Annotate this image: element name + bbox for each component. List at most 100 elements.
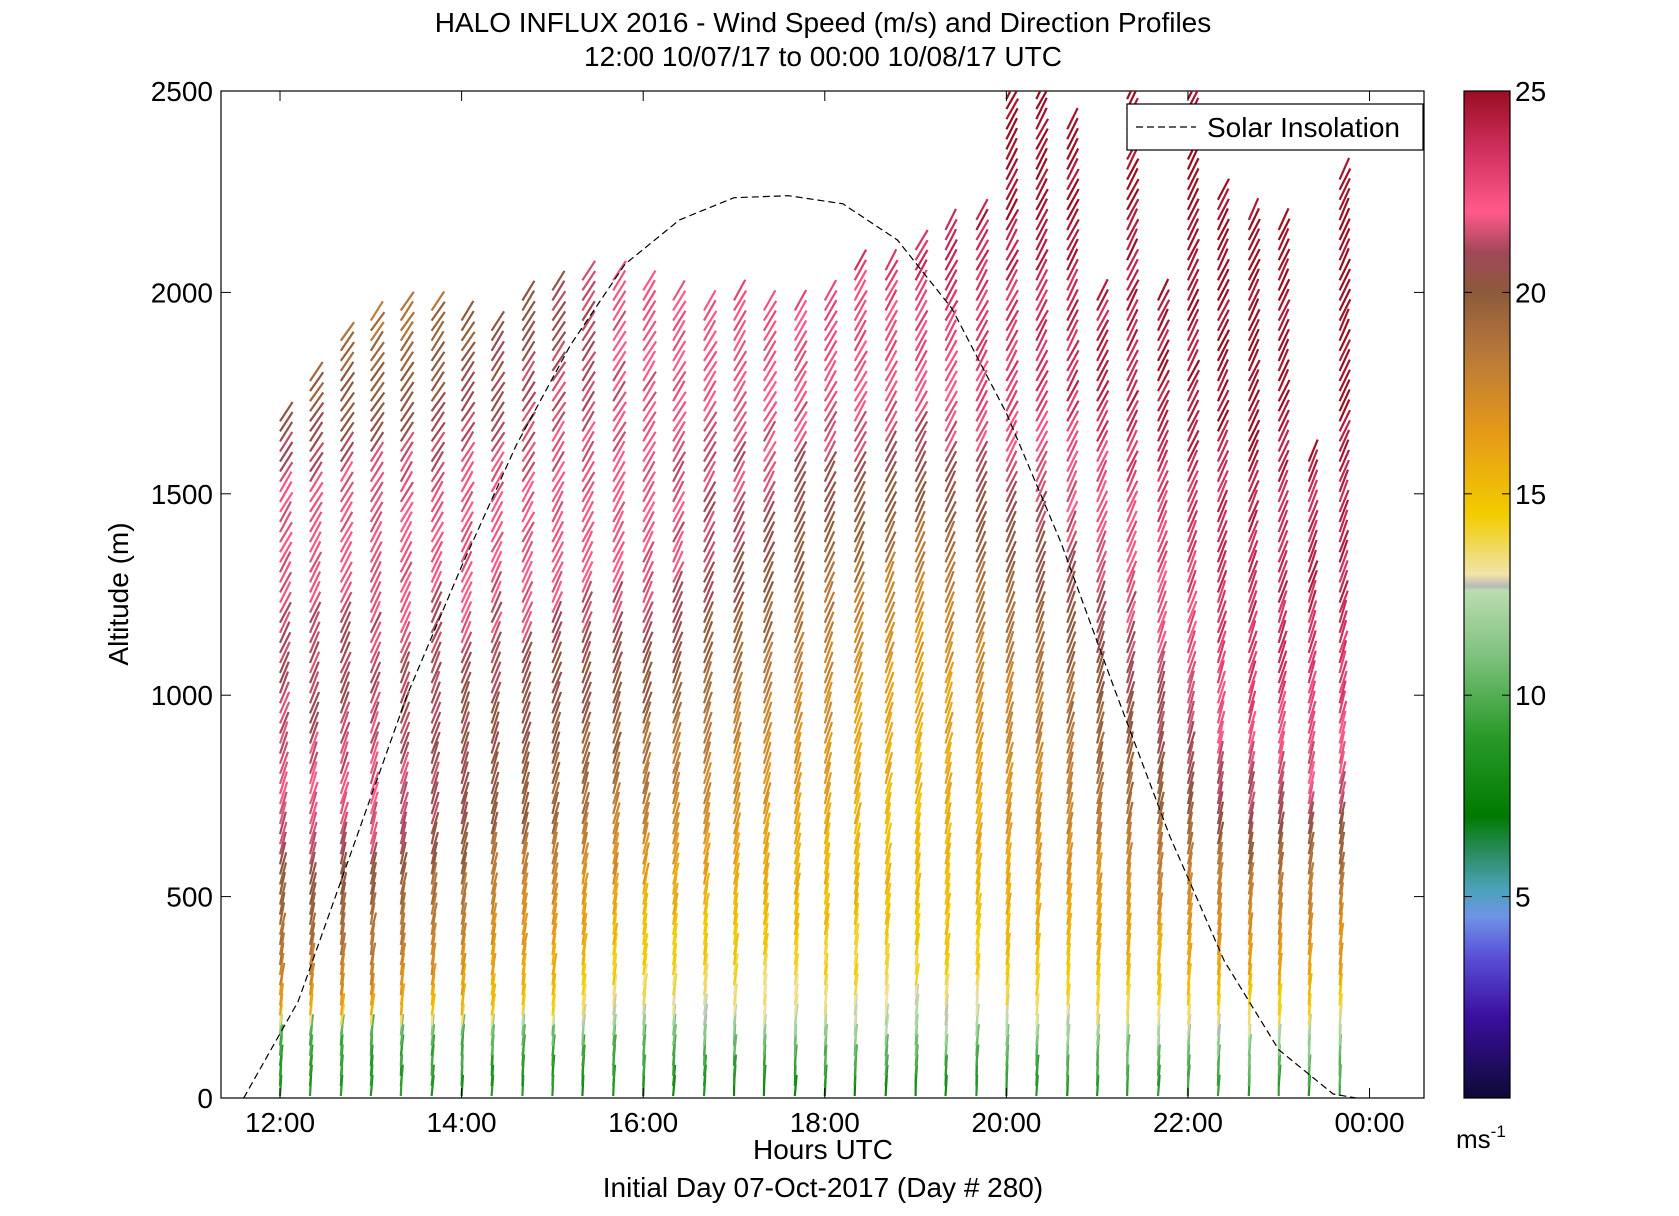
wind-barb xyxy=(399,520,413,543)
wind-barb xyxy=(703,431,718,453)
colorbar-tick-label: 25 xyxy=(1515,76,1546,107)
wind-barb xyxy=(975,450,988,473)
wind-barb xyxy=(279,500,292,523)
wind-barb xyxy=(521,500,534,523)
wind-barb xyxy=(551,721,561,744)
wind-barb xyxy=(823,500,836,523)
wind-barb xyxy=(612,791,621,815)
wind-barb xyxy=(732,741,742,765)
wind-barb xyxy=(551,751,560,775)
wind-barb xyxy=(642,560,655,583)
wind-barb xyxy=(369,591,382,614)
wind-barb xyxy=(1096,922,1103,946)
wind-barb xyxy=(944,279,958,302)
wind-barb xyxy=(672,521,686,543)
wind-barb xyxy=(914,551,926,573)
wind-barb xyxy=(853,822,862,845)
wind-barb xyxy=(853,550,865,573)
wind-barb xyxy=(430,861,438,885)
wind-barb xyxy=(642,691,653,714)
wind-barb xyxy=(490,601,503,624)
wind-barb xyxy=(702,601,715,624)
wind-barb xyxy=(702,822,711,845)
wind-barb xyxy=(460,461,475,483)
wind-barb xyxy=(399,741,410,765)
wind-barb xyxy=(762,591,774,614)
wind-barb xyxy=(672,932,678,956)
wind-barb xyxy=(762,802,771,825)
wind-barb xyxy=(853,530,865,553)
wind-barb xyxy=(884,1003,890,1026)
wind-barb xyxy=(914,490,926,513)
wind-barb xyxy=(914,229,929,251)
wind-barb xyxy=(1216,579,1227,603)
wind-barb xyxy=(1005,872,1012,895)
wind-barb xyxy=(1216,710,1226,734)
wind-barb xyxy=(1186,499,1199,523)
wind-barb xyxy=(490,691,501,714)
wind-barb xyxy=(642,300,657,322)
wind-barb xyxy=(1035,791,1043,815)
wind-barb xyxy=(1066,329,1079,352)
wind-barb xyxy=(369,631,382,654)
wind-barb xyxy=(551,580,563,604)
wind-barb xyxy=(399,651,411,674)
wind-barb xyxy=(823,430,837,453)
wind-barb xyxy=(430,892,438,915)
wind-barb xyxy=(1096,741,1104,764)
wind-barb xyxy=(581,872,589,895)
wind-barb xyxy=(853,761,862,785)
wind-barb xyxy=(793,370,807,392)
wind-barb xyxy=(1035,279,1048,301)
wind-barb xyxy=(430,993,437,1016)
wind-barb xyxy=(1307,539,1318,563)
wind-barb xyxy=(278,932,286,956)
wind-barb xyxy=(642,471,656,493)
wind-barb xyxy=(308,681,320,704)
wind-barb xyxy=(853,359,867,382)
wind-barb xyxy=(399,441,414,463)
wind-barb xyxy=(1157,470,1169,493)
wind-barb xyxy=(1277,831,1284,855)
wind-barb xyxy=(793,832,802,855)
wind-barb xyxy=(460,942,466,966)
wind-barb xyxy=(339,402,356,422)
wind-barb xyxy=(1096,510,1108,533)
wind-barb xyxy=(460,701,470,724)
wind-barb xyxy=(1186,419,1199,442)
wind-barb xyxy=(1005,299,1019,322)
wind-barb xyxy=(975,902,982,926)
wind-barb xyxy=(642,591,654,614)
wind-barb xyxy=(551,691,563,714)
wind-barb xyxy=(612,842,620,865)
wind-barb xyxy=(1005,419,1018,442)
wind-barb xyxy=(430,391,446,412)
wind-barb xyxy=(521,530,534,553)
wind-barb xyxy=(612,872,620,895)
wind-barb xyxy=(1035,650,1044,674)
wind-barb xyxy=(793,490,806,513)
wind-barb xyxy=(944,892,952,915)
wind-barb xyxy=(884,1034,889,1056)
wind-barb xyxy=(975,339,988,362)
wind-barb xyxy=(1277,983,1283,1006)
wind-barb xyxy=(1216,600,1227,624)
wind-barb xyxy=(975,480,988,503)
wind-barb xyxy=(823,440,837,463)
wind-barb xyxy=(884,892,892,915)
wind-barb xyxy=(702,641,714,664)
wind-barb xyxy=(1157,480,1169,503)
wind-barb xyxy=(853,560,865,583)
wind-barb xyxy=(581,490,595,513)
wind-barb xyxy=(1156,771,1165,795)
wind-barb xyxy=(612,360,627,382)
wind-barb xyxy=(762,500,775,523)
wind-barb xyxy=(1307,509,1319,533)
wind-barb xyxy=(1216,529,1228,553)
wind-barb xyxy=(490,510,504,533)
wind-barb xyxy=(1035,309,1049,332)
wind-barb xyxy=(399,932,406,956)
wind-barb xyxy=(1005,127,1018,150)
wind-barb xyxy=(278,711,290,734)
